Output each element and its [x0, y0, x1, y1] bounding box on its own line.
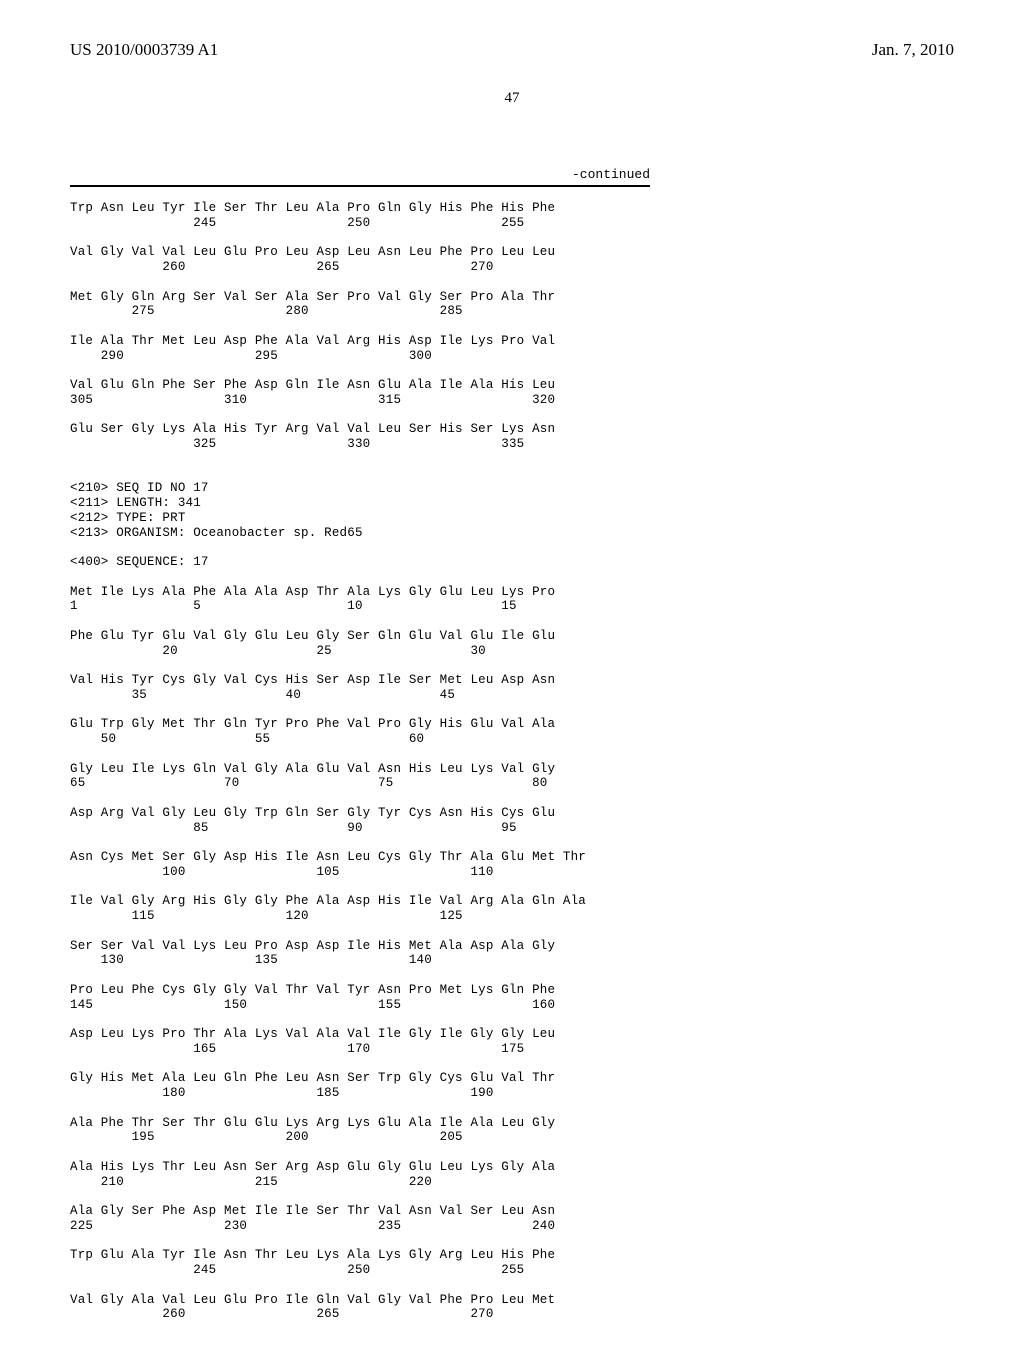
page-container: US 2010/0003739 A1 Jan. 7, 2010 47 -cont… — [0, 0, 1024, 1362]
publication-date: Jan. 7, 2010 — [872, 40, 954, 60]
publication-number: US 2010/0003739 A1 — [70, 40, 218, 60]
page-header: US 2010/0003739 A1 Jan. 7, 2010 — [70, 40, 954, 60]
page-number: 47 — [70, 90, 954, 107]
sequence-rule — [70, 185, 650, 187]
sequence-listing: Trp Asn Leu Tyr Ile Ser Thr Leu Ala Pro … — [70, 201, 954, 1322]
continued-label: -continued — [70, 167, 650, 182]
